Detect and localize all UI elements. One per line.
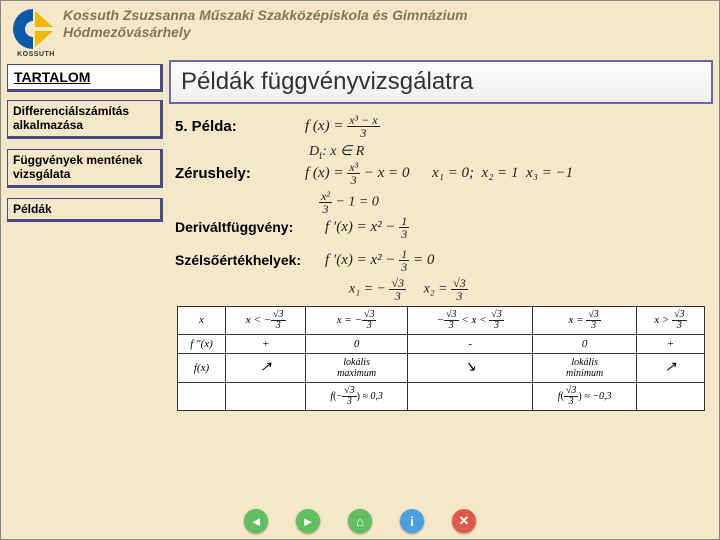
func-lhs: f (x) =: [305, 118, 343, 134]
example-row: 5. Példa: f (x) = x³ − x3: [169, 114, 713, 139]
forward-button[interactable]: ►: [296, 509, 320, 533]
zeros-row: Zérushely: f (x) = x³3 − x = 0 x₁ = 0; x…: [169, 161, 713, 186]
sidebar-item-diff[interactable]: Differenciálszámítás alkalmazása: [7, 100, 163, 139]
cell: x = √33: [533, 306, 636, 334]
body: TARTALOM Differenciálszámítás alkalmazás…: [1, 60, 719, 490]
extrema-label: Szélsőértékhelyek:: [175, 252, 325, 268]
cell: −√33 < x < √33: [407, 306, 533, 334]
sidebar-item-examples[interactable]: Példák: [7, 198, 163, 222]
content: Példák függvényvizsgálatra 5. Példa: f (…: [169, 60, 719, 490]
analysis-table-wrap: x x < −√33 x = −√33 −√33 < x < √33 x = √…: [169, 302, 713, 411]
extrema-roots: x₁ = − √33 x₂ = √33: [169, 277, 713, 302]
logo-icon: [9, 5, 57, 53]
rowhead-f: f(x): [178, 353, 226, 382]
extrema-eq: f ′(x) = x² − 13 = 0: [325, 248, 434, 273]
extrema-row: Szélsőértékhelyek: f ′(x) = x² − 13 = 0: [169, 248, 713, 273]
zeros-label: Zérushely:: [175, 165, 305, 182]
arrow-up-icon: ↗: [226, 353, 306, 382]
analysis-table: x x < −√33 x = −√33 −√33 < x < √33 x = √…: [177, 306, 705, 411]
cell: x = −√33: [306, 306, 408, 334]
arrow-down-icon: ↘: [407, 353, 533, 382]
back-button[interactable]: ◄: [244, 509, 268, 533]
func-def: f (x) = x³ − x3: [305, 114, 380, 139]
sidebar-title[interactable]: TARTALOM: [7, 64, 163, 92]
content-title: Példák függvényvizsgálatra: [169, 60, 713, 104]
sidebar: TARTALOM Differenciálszámítás alkalmazás…: [1, 60, 169, 490]
deriv-row: Deriváltfüggvény: f ′(x) = x² − 13: [169, 215, 713, 240]
footer-nav: ◄ ► ⌂ i ✕: [1, 505, 719, 537]
example-label: 5. Példa:: [175, 118, 305, 135]
zeros-eq2: x²3 − 1 = 0: [169, 190, 713, 215]
rowhead-d2: f ″(x): [178, 334, 226, 353]
rowhead-empty: [178, 382, 226, 410]
header: KOSSUTH Kossuth Zsuzsanna Műszaki Szakkö…: [1, 1, 719, 60]
deriv-eq: f ′(x) = x² − 13: [325, 215, 409, 240]
rowhead-x: x: [178, 306, 226, 334]
cell: x < −√33: [226, 306, 306, 334]
arrow-up-icon: ↗: [636, 353, 704, 382]
home-button[interactable]: ⌂: [348, 509, 372, 533]
school-line1: Kossuth Zsuzsanna Műszaki Szakközépiskol…: [63, 7, 468, 24]
sidebar-item-func[interactable]: Függvények mentének vizsgálata: [7, 149, 163, 188]
logo-block: KOSSUTH: [9, 5, 63, 58]
school-line2: Hódmezővásárhely: [63, 24, 468, 41]
table-row-intervals: x x < −√33 x = −√33 −√33 < x < √33 x = √…: [178, 306, 705, 334]
slide-page: KOSSUTH Kossuth Zsuzsanna Műszaki Szakkö…: [0, 0, 720, 540]
cell: x > √33: [636, 306, 704, 334]
info-button[interactable]: i: [400, 509, 424, 533]
close-button[interactable]: ✕: [452, 509, 476, 533]
deriv-label: Deriváltfüggvény:: [175, 219, 325, 235]
zeros-eq: f (x) = x³3 − x = 0 x₁ = 0; x₂ = 1 x₃ = …: [305, 161, 573, 186]
table-row-d2: f ″(x) + 0 - 0 +: [178, 334, 705, 353]
table-row-val: f(−√33) ≈ 0,3 f(√33) ≈ −0,3: [178, 382, 705, 410]
table-row-f: f(x) ↗ lokálismaximum ↘ lokálisminimum ↗: [178, 353, 705, 382]
school-name: Kossuth Zsuzsanna Műszaki Szakközépiskol…: [63, 5, 468, 41]
domain-row: Df: x ∈ R: [169, 143, 713, 161]
